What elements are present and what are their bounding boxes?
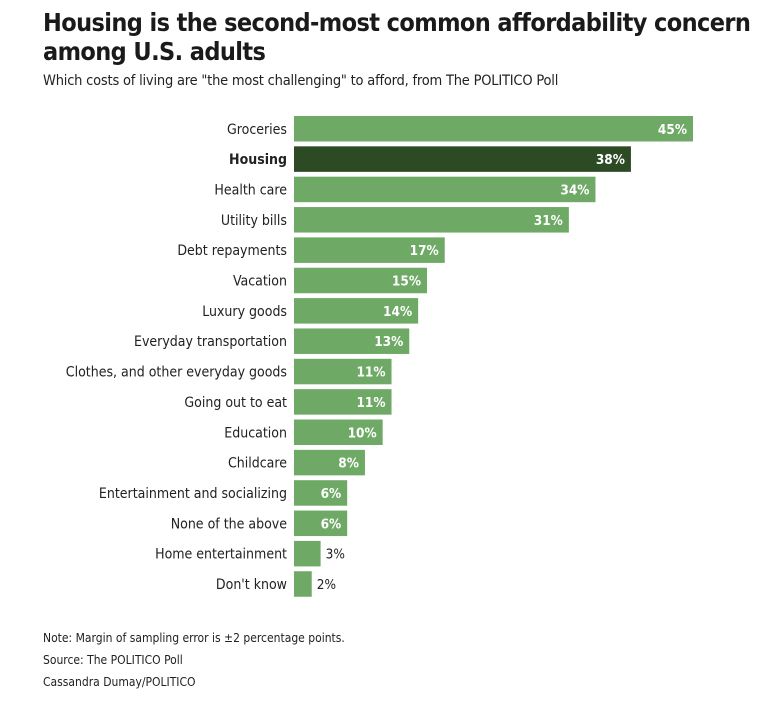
- bar-row: Clothes, and other everyday goods 11%: [66, 358, 392, 385]
- bar: [294, 449, 365, 476]
- bar: [294, 510, 348, 537]
- value-label: 11%: [356, 395, 385, 411]
- value-label: 31%: [534, 213, 563, 229]
- bar: [294, 146, 631, 172]
- bar: [294, 176, 596, 203]
- bar-row: Groceries 45%: [227, 116, 693, 142]
- bar: [294, 237, 445, 263]
- footer-source: Source: The POLITICO Poll: [43, 653, 183, 667]
- value-label: 2%: [317, 577, 336, 593]
- category-label: Luxury goods: [202, 304, 287, 320]
- category-label: Childcare: [228, 456, 287, 472]
- bar-row: None of the above 6%: [171, 510, 348, 537]
- bar-row: Utility bills 31%: [221, 207, 569, 233]
- bar: [294, 298, 419, 324]
- chart-footer: Note: Margin of sampling error is ±2 per…: [43, 627, 345, 693]
- value-label: 10%: [348, 425, 377, 441]
- category-label: Debt repayments: [177, 243, 287, 259]
- value-label: 15%: [392, 274, 421, 290]
- footer-note: Note: Margin of sampling error is ±2 per…: [43, 631, 345, 645]
- bar-row: Going out to eat 11%: [184, 389, 392, 415]
- bar-row: Childcare 8%: [228, 449, 365, 476]
- bar: [294, 419, 383, 445]
- category-label: Clothes, and other everyday goods: [66, 365, 287, 381]
- category-label: Housing: [229, 152, 287, 168]
- bar: [294, 540, 321, 567]
- chart-subtitle: Which costs of living are "the most chal…: [43, 73, 559, 89]
- value-label: 34%: [560, 182, 589, 198]
- value-label: 11%: [356, 365, 385, 381]
- bar: [294, 328, 410, 354]
- bar: [294, 116, 693, 142]
- value-label: 6%: [321, 516, 342, 532]
- category-label: Don't know: [216, 577, 287, 593]
- bar: [294, 389, 392, 415]
- bar: [294, 207, 569, 233]
- bar-row: Home entertainment 3%: [155, 540, 345, 567]
- bar-row: Housing 38%: [229, 146, 631, 172]
- value-label: 8%: [338, 456, 359, 472]
- category-label: Everyday transportation: [134, 334, 287, 350]
- value-label: 17%: [410, 243, 439, 259]
- value-label: 38%: [596, 152, 625, 168]
- value-label: 45%: [658, 122, 687, 138]
- category-label: Entertainment and socializing: [99, 486, 287, 502]
- category-label: Groceries: [227, 122, 287, 138]
- category-label: Home entertainment: [155, 547, 287, 563]
- bar-row: Education 10%: [224, 419, 383, 445]
- value-label: 3%: [326, 547, 345, 563]
- bar-row: Everyday transportation 13%: [134, 328, 410, 354]
- bar: [294, 267, 427, 294]
- category-label: Vacation: [233, 274, 287, 290]
- bar: [294, 571, 312, 597]
- footer-credit: Cassandra Dumay/POLITICO: [43, 675, 196, 689]
- category-label: None of the above: [171, 516, 288, 532]
- bar-row: Vacation 15%: [233, 267, 427, 294]
- bar-row: Don't know 2%: [216, 571, 336, 597]
- value-label: 13%: [374, 334, 403, 350]
- bar: [294, 480, 348, 506]
- bar-row: Health care 34%: [214, 176, 596, 203]
- value-label: 6%: [321, 486, 342, 502]
- bar-row: Debt repayments 17%: [177, 237, 445, 263]
- bar-row: Entertainment and socializing 6%: [99, 480, 348, 506]
- bar-row: Luxury goods 14%: [202, 298, 419, 324]
- bar: [294, 358, 392, 385]
- category-label: Health care: [214, 182, 287, 198]
- chart-title: Housing is the second-most common afford…: [43, 8, 751, 66]
- bar-chart: Groceries 45% Housing 38% Health care 34% Util…: [66, 116, 693, 597]
- value-label: 14%: [383, 304, 412, 320]
- category-label: Going out to eat: [184, 395, 287, 411]
- category-label: Education: [224, 425, 287, 441]
- category-label: Utility bills: [221, 213, 287, 229]
